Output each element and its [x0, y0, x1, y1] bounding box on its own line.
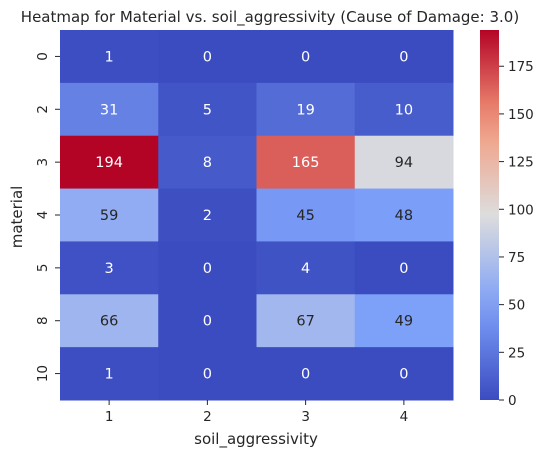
cell-value-label: 1 [105, 367, 114, 383]
heatmap-cell [354, 241, 454, 295]
x-tick-label: 4 [400, 409, 409, 425]
cell-value-label: 0 [203, 314, 212, 330]
cell-value-label: 0 [399, 49, 408, 65]
heatmap-cell [354, 30, 454, 84]
cell-value-label: 31 [100, 102, 118, 118]
colorbar-tick-label: 150 [508, 107, 534, 123]
cell-value-label: 5 [203, 102, 212, 118]
heatmap-cell [158, 241, 257, 295]
x-axis-ticks: 1 2 3 4 [105, 400, 408, 425]
heatmap-cell [354, 347, 454, 401]
x-tick-label: 3 [301, 409, 310, 425]
colorbar-tick-label: 25 [508, 345, 525, 361]
heatmap-cell [256, 241, 356, 295]
y-tick-label: 5 [35, 264, 51, 273]
colorbar-ticks: 0 25 50 75 100 125 150 175 [499, 59, 534, 409]
heatmap-cell [60, 294, 159, 348]
cell-value-label: 8 [203, 155, 212, 171]
heatmap-cell [60, 30, 159, 84]
cell-value-label: 0 [203, 261, 212, 277]
cell-value-label: 4 [301, 261, 310, 277]
heatmap-cell [354, 82, 454, 137]
cell-value-label: 59 [100, 208, 118, 224]
heatmap-cell [60, 347, 159, 401]
colorbar-tick-label: 0 [508, 393, 517, 409]
y-tick-label: 4 [35, 211, 51, 220]
cell-value-label: 165 [292, 155, 320, 171]
y-tick-label: 0 [35, 52, 51, 61]
cell-value-label: 0 [203, 49, 212, 65]
cell-value-label: 1 [105, 49, 114, 65]
cell-value-label: 0 [399, 261, 408, 277]
heatmap-cell [354, 135, 454, 190]
heatmap-cell [60, 241, 159, 295]
colorbar [480, 30, 499, 400]
heatmap-cell [354, 294, 454, 348]
y-axis-ticks: 0 2 3 4 5 8 10 [35, 52, 60, 382]
cell-value-label: 0 [301, 49, 310, 65]
chart-title: Heatmap for Material vs. soil_aggressivi… [21, 8, 519, 27]
y-tick-label: 2 [35, 105, 51, 114]
heatmap-cell [256, 188, 356, 242]
cell-value-label: 3 [105, 261, 114, 277]
cell-value-label: 194 [95, 155, 123, 171]
heatmap-cell [256, 30, 356, 84]
colorbar-tick-label: 175 [508, 59, 534, 75]
heatmap-cell [256, 347, 356, 401]
y-tick-label: 3 [35, 158, 51, 167]
x-tick-label: 1 [105, 409, 114, 425]
heatmap-cell [256, 135, 356, 190]
cell-value-label: 19 [296, 102, 314, 118]
cell-value-label: 66 [100, 314, 118, 330]
heatmap-cell [158, 135, 257, 190]
heatmap-cell [158, 30, 257, 84]
cell-value-label: 67 [296, 314, 314, 330]
cell-value-label: 0 [399, 367, 408, 383]
cell-value-label: 45 [296, 208, 314, 224]
y-tick-label: 10 [35, 365, 51, 382]
y-tick-label: 8 [35, 316, 51, 325]
y-axis-label: material [8, 186, 26, 249]
cell-value-label: 10 [395, 102, 413, 118]
heatmap-cell [256, 294, 356, 348]
cell-value-label: 48 [395, 208, 413, 224]
heatmap-cell [60, 82, 159, 137]
cell-value-label: 94 [395, 155, 413, 171]
heatmap-cell [256, 82, 356, 137]
x-axis-label: soil_aggressivity [194, 430, 318, 449]
cell-value-label: 49 [395, 314, 413, 330]
heatmap-cell [158, 82, 257, 137]
heatmap-cell [354, 188, 454, 242]
colorbar-tick-label: 125 [508, 155, 534, 171]
heatmap-cell [60, 135, 159, 190]
cell-value-label: 0 [203, 367, 212, 383]
colorbar-tick-label: 75 [508, 250, 525, 266]
heatmap-cell [158, 294, 257, 348]
cell-value-label: 2 [203, 208, 212, 224]
heatmap-cell [158, 188, 257, 242]
colorbar-tick-label: 100 [508, 202, 534, 218]
cell-value-label: 0 [301, 367, 310, 383]
heatmap-cell [60, 188, 159, 242]
x-tick-label: 2 [203, 409, 212, 425]
heatmap-cell [158, 347, 257, 401]
colorbar-tick-label: 50 [508, 298, 525, 314]
